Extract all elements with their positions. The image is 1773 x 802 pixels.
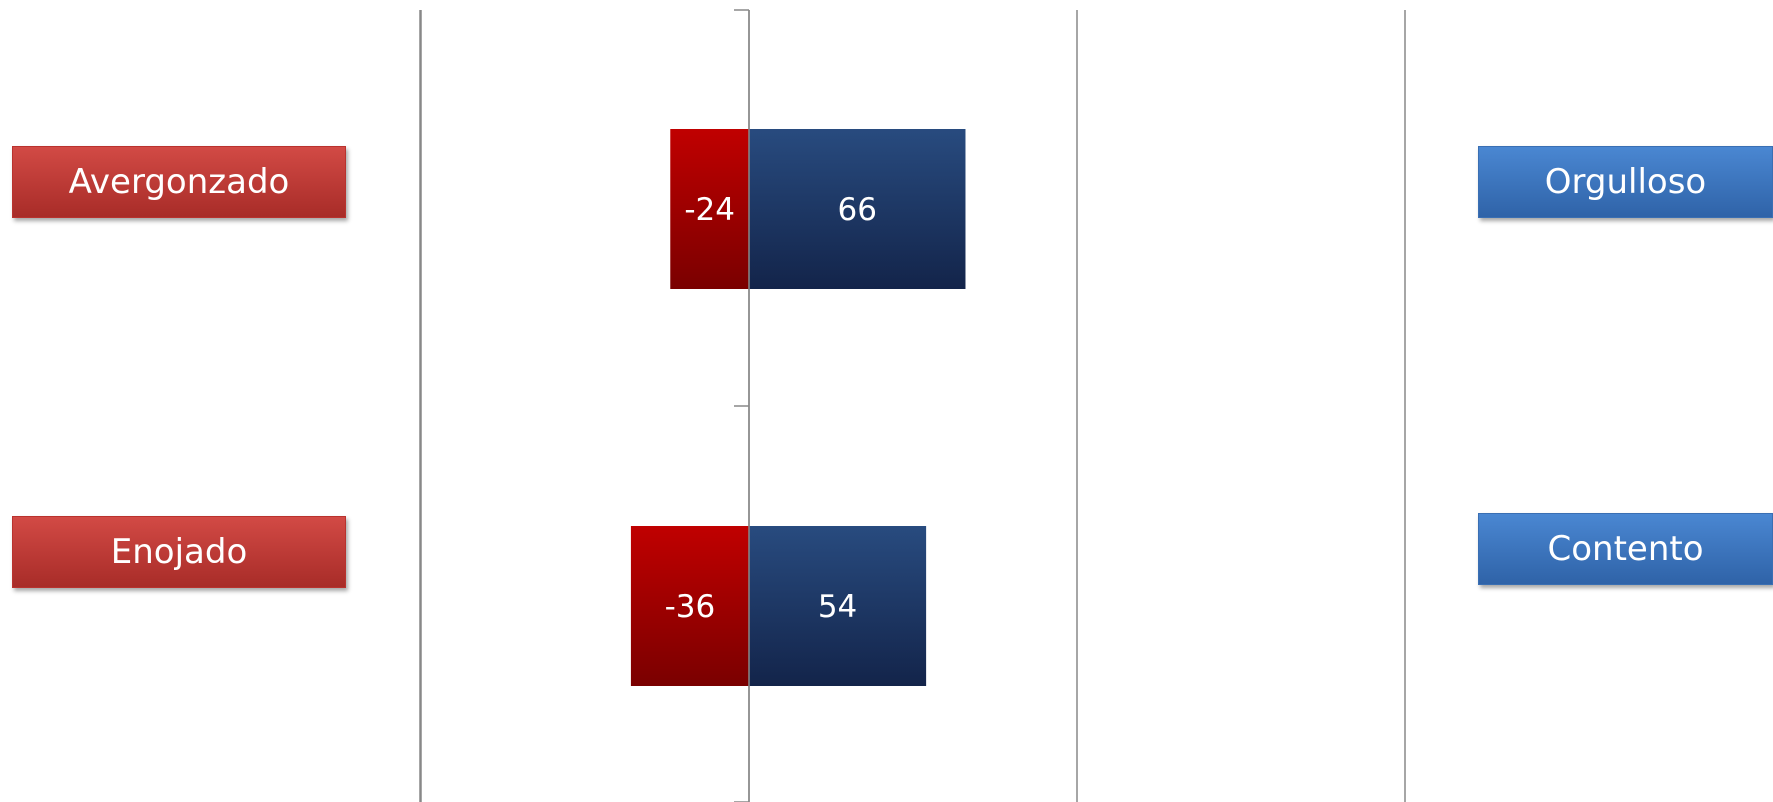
positive-category-label: Orgulloso xyxy=(1478,146,1773,218)
negative-bar xyxy=(630,526,749,686)
positive-bar xyxy=(749,129,966,289)
negative-bar-value-label: -36 xyxy=(665,589,716,625)
negative-bar-value-label: -24 xyxy=(684,192,735,228)
positive-bar-value-label: 54 xyxy=(818,589,857,625)
negative-category-label: Enojado xyxy=(12,516,346,588)
negative-category-label: Avergonzado xyxy=(12,146,346,218)
positive-category-label: Contento xyxy=(1478,513,1773,585)
positive-bar xyxy=(749,526,927,686)
category-axis xyxy=(734,9,750,802)
bars: -24 66 -36 54 xyxy=(630,129,966,686)
negative-bar xyxy=(670,129,749,289)
positive-bar-value-label: 66 xyxy=(838,192,877,228)
